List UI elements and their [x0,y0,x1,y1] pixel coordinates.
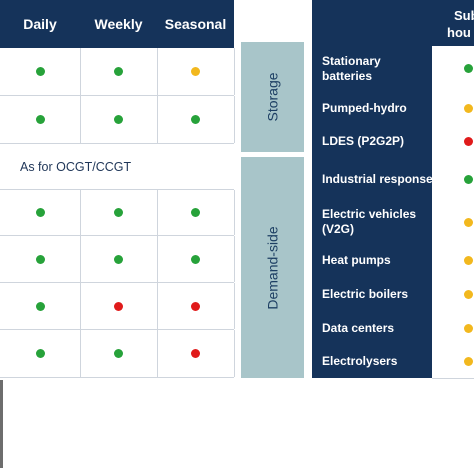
table-row [0,190,235,236]
header-daily: Daily [23,16,57,32]
right-header-line1: Sub [454,8,474,23]
status-dot-green [114,254,123,264]
status-dot-yellow [464,255,473,265]
right-row-label: Data centers [322,320,395,335]
right-row-cell [432,311,474,346]
table-cell [157,283,235,329]
category-storage: Storage [241,42,304,152]
status-dot-green [114,208,123,217]
status-dot-yellow [464,357,473,366]
status-dot-green [191,208,200,217]
status-dot-green [35,349,45,358]
right-row-label: Electric boilers [322,286,409,301]
table-cell [80,190,158,235]
table-cell [80,48,158,95]
status-dot-yellow [464,289,473,299]
right-table-header: Sub hou [432,0,474,46]
table-cell [157,236,235,282]
right-row-label: Electric vehicles (V2G) [322,207,417,236]
category-demand-side: Demand-side [241,157,304,378]
table-row [0,283,235,330]
table-cell [157,190,235,235]
table-cell [80,330,158,377]
table-cell [0,96,81,143]
right-row-label: Industrial response [322,172,433,186]
right-row-label: LDES (P2G2P) [322,134,405,148]
right-header-line2: hou [447,25,471,40]
category-demand-side-label: Demand-side [264,225,281,310]
table-cell [80,283,158,329]
status-dot-yellow [464,103,473,113]
status-dot-yellow [191,67,200,76]
header-weekly: Weekly [94,16,143,32]
status-dot-green [35,67,45,76]
status-dot-green [114,349,123,358]
header-seasonal: Seasonal [164,16,227,32]
table-cell [0,330,81,377]
table-cell [157,96,235,143]
right-row-label: Heat pumps [322,252,391,267]
status-dot-green [114,115,123,124]
status-dot-green [114,67,123,76]
status-dot-red [114,301,123,311]
status-dot-yellow [464,217,473,227]
right-row-cell [432,201,474,244]
table-row [0,96,235,144]
status-dot-green [35,301,45,311]
right-row-cell [432,345,474,379]
as-for-ocgt-ccgt-row: As for OCGT/CCGT [0,144,234,190]
right-row-label: Stationary batteries [322,53,381,83]
right-table: Sub hou Stationary batteries Pumped-hydro… [312,0,474,379]
table-cell [0,236,81,282]
right-row-cell [432,91,474,126]
table-row [0,236,235,283]
gray-divider [0,380,3,468]
status-dot-green [35,115,45,124]
right-row-cell [432,243,474,278]
right-row-cell [432,125,474,159]
table-row [0,48,235,96]
table-cell [157,48,235,95]
status-dot-green [464,64,473,73]
table-row [0,330,235,378]
right-row-cell [432,277,474,312]
status-dot-green [35,254,45,264]
status-dot-green [35,208,45,217]
status-dot-red [191,349,200,358]
table-cell [157,330,235,377]
right-row-label: Electrolysers [322,354,398,368]
table-cell [0,48,81,95]
right-row-cell [432,158,474,202]
category-storage-label: Storage [264,72,281,122]
left-table-header: Daily Weekly Seasonal [0,0,234,48]
table-cell [0,190,81,235]
right-row-cell [432,46,474,92]
status-dot-green [191,254,200,264]
status-dot-yellow [464,323,473,333]
table-cell [80,96,158,143]
right-row-label: Pumped-hydro [322,100,407,115]
status-dot-red [464,137,473,146]
table-cell [0,283,81,329]
status-dot-green [191,115,200,124]
status-dot-red [191,301,200,311]
status-dot-green [464,175,473,184]
table-cell [80,236,158,282]
